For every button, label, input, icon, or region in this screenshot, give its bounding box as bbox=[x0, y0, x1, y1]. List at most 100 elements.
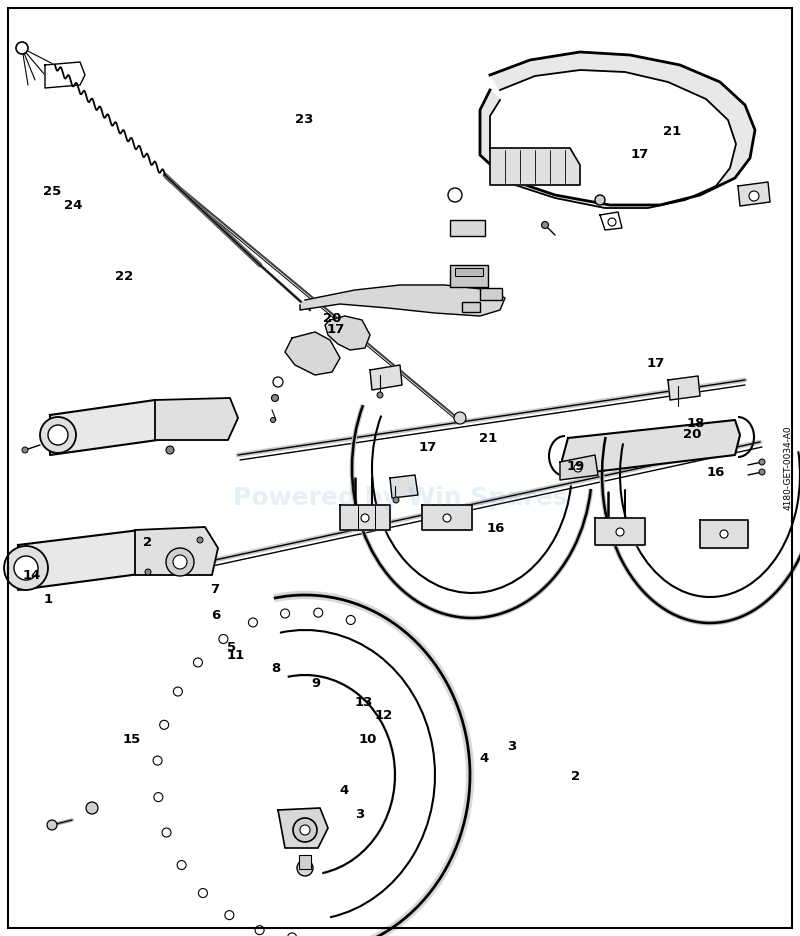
Polygon shape bbox=[45, 62, 85, 88]
Bar bbox=[450, 265, 488, 287]
Text: 20: 20 bbox=[323, 312, 341, 325]
Text: 3: 3 bbox=[355, 808, 365, 821]
Circle shape bbox=[40, 417, 76, 453]
Text: 13: 13 bbox=[355, 695, 373, 709]
Circle shape bbox=[249, 618, 258, 627]
Circle shape bbox=[595, 195, 605, 205]
Text: 18: 18 bbox=[687, 417, 705, 430]
Text: 22: 22 bbox=[115, 270, 133, 283]
Circle shape bbox=[166, 446, 174, 454]
Polygon shape bbox=[325, 316, 370, 350]
Text: 3: 3 bbox=[507, 740, 517, 753]
Polygon shape bbox=[50, 400, 175, 455]
Circle shape bbox=[448, 188, 462, 202]
Text: 17: 17 bbox=[327, 323, 345, 336]
Circle shape bbox=[160, 721, 169, 729]
Circle shape bbox=[297, 860, 313, 876]
Polygon shape bbox=[738, 182, 770, 206]
Text: 16: 16 bbox=[487, 522, 505, 535]
Circle shape bbox=[720, 530, 728, 538]
Circle shape bbox=[173, 555, 187, 569]
Circle shape bbox=[174, 687, 182, 696]
Polygon shape bbox=[600, 212, 622, 230]
Circle shape bbox=[608, 218, 616, 226]
Circle shape bbox=[47, 820, 57, 830]
Text: 4180-GET-0034-A0: 4180-GET-0034-A0 bbox=[783, 426, 793, 510]
Polygon shape bbox=[300, 285, 505, 316]
Circle shape bbox=[288, 933, 297, 936]
Bar bbox=[299, 855, 311, 869]
Circle shape bbox=[346, 616, 355, 624]
Circle shape bbox=[270, 417, 275, 422]
Circle shape bbox=[293, 818, 317, 842]
Bar bbox=[450, 220, 485, 236]
Circle shape bbox=[393, 497, 399, 503]
Circle shape bbox=[162, 828, 171, 837]
Text: 21: 21 bbox=[663, 124, 681, 138]
Circle shape bbox=[219, 635, 228, 644]
Text: 4: 4 bbox=[479, 752, 489, 765]
Circle shape bbox=[454, 412, 466, 424]
Text: 10: 10 bbox=[359, 733, 377, 746]
Text: 9: 9 bbox=[311, 677, 321, 690]
Polygon shape bbox=[700, 520, 748, 548]
Text: 2: 2 bbox=[571, 770, 581, 783]
Text: 17: 17 bbox=[631, 148, 649, 161]
Circle shape bbox=[361, 514, 369, 522]
Circle shape bbox=[4, 546, 48, 590]
Text: 24: 24 bbox=[65, 199, 82, 212]
Polygon shape bbox=[390, 475, 418, 498]
Text: 19: 19 bbox=[567, 460, 585, 473]
Polygon shape bbox=[422, 505, 472, 530]
Polygon shape bbox=[285, 332, 340, 375]
Text: 20: 20 bbox=[683, 428, 701, 441]
Text: 15: 15 bbox=[123, 733, 141, 746]
Circle shape bbox=[22, 447, 28, 453]
Circle shape bbox=[14, 556, 38, 580]
Text: Powered by Win Spares: Powered by Win Spares bbox=[233, 486, 567, 510]
Circle shape bbox=[197, 537, 203, 543]
Circle shape bbox=[271, 394, 278, 402]
Polygon shape bbox=[480, 52, 755, 208]
Bar bbox=[455, 268, 483, 276]
Text: 2: 2 bbox=[143, 536, 153, 549]
Circle shape bbox=[16, 42, 28, 54]
Circle shape bbox=[153, 756, 162, 765]
Circle shape bbox=[759, 459, 765, 465]
Circle shape bbox=[542, 222, 549, 228]
Text: 17: 17 bbox=[647, 357, 665, 370]
Text: 25: 25 bbox=[43, 185, 61, 198]
Circle shape bbox=[749, 191, 759, 201]
Text: 12: 12 bbox=[375, 709, 393, 722]
Text: 7: 7 bbox=[210, 583, 219, 596]
Polygon shape bbox=[490, 148, 580, 185]
Circle shape bbox=[177, 860, 186, 870]
Polygon shape bbox=[135, 527, 218, 575]
Circle shape bbox=[255, 926, 264, 935]
Circle shape bbox=[300, 825, 310, 835]
Circle shape bbox=[443, 514, 451, 522]
Circle shape bbox=[281, 609, 290, 618]
Polygon shape bbox=[668, 376, 700, 400]
Text: 14: 14 bbox=[23, 569, 41, 582]
Polygon shape bbox=[18, 530, 158, 590]
Text: 6: 6 bbox=[211, 609, 221, 622]
Circle shape bbox=[574, 464, 582, 472]
Circle shape bbox=[145, 569, 151, 575]
Text: 5: 5 bbox=[227, 641, 237, 654]
Polygon shape bbox=[340, 505, 390, 530]
Circle shape bbox=[225, 911, 234, 919]
Circle shape bbox=[166, 548, 194, 576]
Text: 11: 11 bbox=[227, 649, 245, 662]
Circle shape bbox=[314, 608, 322, 617]
Text: 21: 21 bbox=[479, 431, 497, 445]
Circle shape bbox=[86, 802, 98, 814]
Circle shape bbox=[616, 528, 624, 536]
Text: 4: 4 bbox=[339, 784, 349, 797]
Circle shape bbox=[48, 425, 68, 445]
Bar bbox=[462, 302, 480, 312]
Circle shape bbox=[194, 658, 202, 667]
Polygon shape bbox=[278, 808, 328, 848]
Polygon shape bbox=[560, 455, 598, 480]
Text: 8: 8 bbox=[271, 662, 281, 675]
